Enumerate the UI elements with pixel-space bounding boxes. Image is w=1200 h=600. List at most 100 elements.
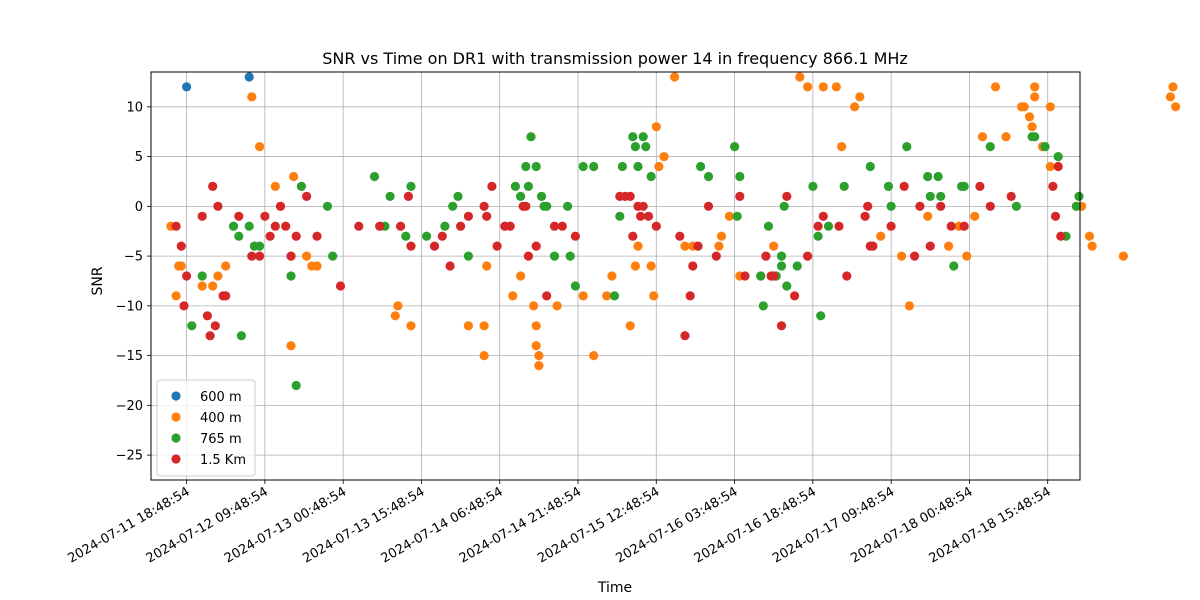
data-point — [643, 211, 654, 221]
data-point — [1165, 92, 1175, 102]
data-point — [1168, 82, 1178, 92]
y-axis-ticks: −25 −20 −15 −10 −5 0 5 10 — [116, 100, 151, 464]
data-point — [505, 221, 515, 231]
data-point — [289, 171, 299, 182]
data-point — [1084, 231, 1095, 241]
data-point — [221, 261, 231, 271]
series-2 — [187, 132, 1084, 391]
data-point — [933, 171, 943, 182]
data-point — [1056, 231, 1066, 241]
y-tick-label: −25 — [116, 449, 143, 464]
data-point — [1118, 251, 1128, 261]
data-point — [510, 181, 520, 191]
data-point — [837, 142, 847, 152]
data-point — [171, 221, 181, 231]
data-point — [265, 231, 275, 241]
data-point — [570, 231, 581, 241]
data-point — [328, 251, 338, 261]
data-point — [732, 211, 742, 221]
plot-frame — [150, 71, 1081, 481]
data-point — [213, 201, 223, 211]
data-point — [1030, 92, 1040, 102]
data-point — [886, 201, 896, 211]
data-point — [291, 380, 301, 391]
data-point — [730, 142, 740, 152]
data-point — [959, 181, 969, 191]
data-point — [1040, 142, 1050, 152]
data-point — [803, 251, 813, 261]
data-point — [823, 221, 834, 231]
data-point — [714, 241, 724, 251]
data-point — [876, 231, 886, 241]
data-point — [651, 122, 661, 132]
data-point — [962, 251, 972, 261]
data-point — [179, 301, 189, 311]
data-point — [531, 341, 541, 351]
data-point — [531, 161, 541, 172]
legend-label: 400 m — [200, 411, 242, 426]
data-point — [479, 321, 489, 331]
data-point — [456, 221, 466, 231]
data-point — [197, 271, 207, 281]
data-point — [247, 251, 257, 261]
data-point — [302, 191, 312, 201]
data-point — [716, 231, 727, 241]
data-point — [542, 291, 552, 301]
data-point — [915, 201, 925, 211]
data-point — [630, 261, 641, 271]
data-point — [422, 231, 432, 241]
data-point — [651, 221, 661, 231]
data-point — [641, 142, 651, 152]
data-point — [516, 191, 526, 201]
y-tick-label: −15 — [116, 349, 143, 364]
data-point — [703, 201, 714, 211]
data-point — [589, 161, 599, 172]
data-point — [406, 241, 416, 251]
data-point — [187, 321, 197, 331]
data-point — [255, 241, 265, 251]
data-point — [735, 171, 745, 182]
data-point — [463, 321, 473, 331]
data-point — [534, 361, 544, 371]
data-point — [633, 161, 643, 172]
data-point — [557, 221, 567, 231]
data-point — [534, 351, 544, 361]
data-point — [312, 231, 322, 241]
data-point — [479, 351, 489, 361]
data-point — [816, 311, 826, 321]
data-point — [638, 132, 648, 142]
data-point — [944, 241, 954, 251]
data-point — [228, 221, 239, 231]
data-point — [403, 191, 413, 201]
data-point — [977, 132, 988, 142]
data-point — [860, 211, 870, 221]
data-point — [205, 331, 215, 341]
data-point — [923, 211, 933, 221]
data-point — [385, 191, 395, 201]
data-point — [625, 321, 635, 331]
data-point — [260, 211, 270, 221]
data-point — [523, 181, 534, 191]
data-point — [693, 241, 703, 251]
data-point — [286, 251, 296, 261]
data-point — [552, 301, 562, 311]
data-point — [406, 321, 416, 331]
data-point — [234, 211, 244, 221]
data-point — [609, 291, 620, 301]
y-tick-label: −10 — [116, 299, 143, 314]
data-point — [735, 191, 745, 201]
data-point — [281, 221, 291, 231]
data-point — [578, 161, 588, 172]
data-point — [393, 301, 403, 311]
data-point — [1045, 102, 1055, 112]
data-point — [897, 251, 907, 261]
y-tick-label: −20 — [116, 399, 143, 414]
y-tick-label: 0 — [135, 200, 143, 215]
data-point — [176, 261, 186, 271]
data-point — [390, 311, 400, 321]
data-point — [868, 241, 878, 251]
data-point — [482, 261, 492, 271]
data-point — [401, 231, 411, 241]
data-point — [516, 271, 526, 281]
data-point — [761, 251, 771, 261]
